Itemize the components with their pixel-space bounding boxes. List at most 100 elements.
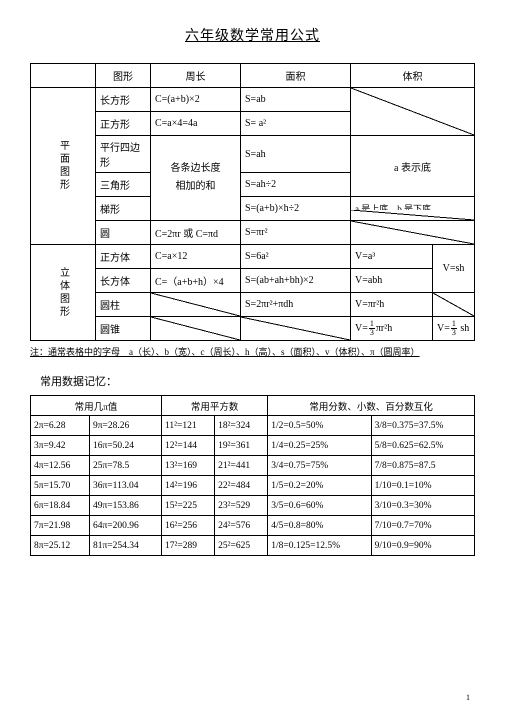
table-row: 8π=25.12 81π=254.34 17²=289 25²=625 1/8=… <box>31 536 475 556</box>
table-row: 3π=9.42 16π=50.24 12²=144 19²=361 1/4=0.… <box>31 436 475 456</box>
col-area: 面积 <box>241 64 351 88</box>
cell: a 是上底、b 是下底 <box>351 197 475 221</box>
col-perimeter: 周长 <box>151 64 241 88</box>
cell: V=13 sh <box>433 317 475 341</box>
cell: 4/5=0.8=80% <box>268 516 371 536</box>
cell: C=a×12 <box>151 245 241 269</box>
cell: V=a³ <box>351 245 433 269</box>
cell: 5/8=0.625=62.5% <box>371 436 474 456</box>
table-row: 2π=6.28 9π=28.26 11²=121 18²=324 1/2=0.5… <box>31 416 475 436</box>
cell: C=(a+b)×2 <box>151 88 241 112</box>
cell: 25²=625 <box>215 536 268 556</box>
shape-name: 平行四边形 <box>96 136 151 173</box>
cell: a 表示底 <box>351 136 475 197</box>
cell: 8π=25.12 <box>31 536 90 556</box>
cell: 64π=200.96 <box>90 516 162 536</box>
cell: 9/10=0.9=90% <box>371 536 474 556</box>
cell: 3π=9.42 <box>31 436 90 456</box>
diag-cell <box>241 317 351 341</box>
cell: 16²=256 <box>161 516 214 536</box>
col-volume: 体积 <box>351 64 475 88</box>
cell: S=ab <box>241 88 351 112</box>
cell: 17²=289 <box>161 536 214 556</box>
footnote: 注：通常表格中的字母 a（长）、b（宽）、c（周长）、h（高）、s（面积）、v（… <box>30 345 475 359</box>
cell: C=2πr 或 C=πd <box>151 221 241 245</box>
cell: C=（a+b+h）×4 <box>151 269 241 293</box>
cell: 24²=576 <box>215 516 268 536</box>
cell: 18²=324 <box>215 416 268 436</box>
cell: V=abh <box>351 269 433 293</box>
cell: 7/8=0.875=87.5 <box>371 456 474 476</box>
data-table: 常用几π值 常用平方数 常用分数、小数、百分数互化 2π=6.28 9π=28.… <box>30 395 475 556</box>
section-title: 常用数据记忆： <box>40 373 475 389</box>
page-title: 六年级数学常用公式 <box>30 25 475 45</box>
cell: 81π=254.34 <box>90 536 162 556</box>
formula-table: 图形 周长 面积 体积 平面图形 长方形 C=(a+b)×2 S=ab 正方形 … <box>30 63 475 341</box>
cell: 25π=78.5 <box>90 456 162 476</box>
cell: 7π=21.98 <box>31 516 90 536</box>
cell: 4π=12.56 <box>31 456 90 476</box>
cell: V=πr²h <box>351 293 433 317</box>
cell: 1/2=0.5=50% <box>268 416 371 436</box>
col-header: 常用分数、小数、百分数互化 <box>268 396 475 416</box>
group-plane: 平面图形 <box>31 88 96 245</box>
shape-name: 正方体 <box>96 245 151 269</box>
cell: 12²=144 <box>161 436 214 456</box>
cell: S=ah <box>241 136 351 173</box>
shape-name: 三角形 <box>96 173 151 197</box>
cell: 6π=18.84 <box>31 496 90 516</box>
table-row: 5π=15.70 36π=113.04 14²=196 22²=484 1/5=… <box>31 476 475 496</box>
shape-name: 圆 <box>96 221 151 245</box>
shape-name: 梯形 <box>96 197 151 221</box>
cell: S=6a² <box>241 245 351 269</box>
shape-name: 长方体 <box>96 269 151 293</box>
diag-cell <box>351 221 475 245</box>
cell: 36π=113.04 <box>90 476 162 496</box>
cell: 1/5=0.2=20% <box>268 476 371 496</box>
col-header: 常用几π值 <box>31 396 162 416</box>
cell: 3/4=0.75=75% <box>268 456 371 476</box>
cell: 16π=50.24 <box>90 436 162 456</box>
cell: 2π=6.28 <box>31 416 90 436</box>
cell: 11²=121 <box>161 416 214 436</box>
cell: 19²=361 <box>215 436 268 456</box>
page-number: 1 <box>466 693 470 702</box>
cell: 13²=169 <box>161 456 214 476</box>
cell: 7/10=0.7=70% <box>371 516 474 536</box>
cell: C=a×4=4a <box>151 112 241 136</box>
diag-cell <box>151 293 241 317</box>
cell: 1/10=0.1=10% <box>371 476 474 496</box>
cell: 3/10=0.3=30% <box>371 496 474 516</box>
cell: S= a² <box>241 112 351 136</box>
cell: 9π=28.26 <box>90 416 162 436</box>
cell: 各条边长度相加的和 <box>151 136 241 221</box>
shape-name: 正方形 <box>96 112 151 136</box>
shape-name: 圆锥 <box>96 317 151 341</box>
cell: 5π=15.70 <box>31 476 90 496</box>
col-shape: 图形 <box>96 64 151 88</box>
cell: 1/4=0.25=25% <box>268 436 371 456</box>
col-header: 常用平方数 <box>161 396 267 416</box>
cell: 1/8=0.125=12.5% <box>268 536 371 556</box>
cell: 15²=225 <box>161 496 214 516</box>
cell: 22²=484 <box>215 476 268 496</box>
diag-cell <box>351 88 475 136</box>
table-row: 4π=12.56 25π=78.5 13²=169 21²=441 3/4=0.… <box>31 456 475 476</box>
cell: 3/5=0.6=60% <box>268 496 371 516</box>
cell: S=πr² <box>241 221 351 245</box>
cell: 3/8=0.375=37.5% <box>371 416 474 436</box>
diag-cell <box>433 293 475 317</box>
cell: 14²=196 <box>161 476 214 496</box>
cell: S=(a+b)×h÷2 <box>241 197 351 221</box>
group-solid: 立体图形 <box>31 245 96 341</box>
shape-name: 长方形 <box>96 88 151 112</box>
cell: 23²=529 <box>215 496 268 516</box>
cell: V=13πr²h <box>351 317 433 341</box>
cell: S=(ab+ah+bh)×2 <box>241 269 351 293</box>
cell: S=ah÷2 <box>241 173 351 197</box>
shape-name: 圆柱 <box>96 293 151 317</box>
cell: 21²=441 <box>215 456 268 476</box>
diag-cell <box>151 317 241 341</box>
cell: S=2πr²+πdh <box>241 293 351 317</box>
table-row: 6π=18.84 49π=153.86 15²=225 23²=529 3/5=… <box>31 496 475 516</box>
